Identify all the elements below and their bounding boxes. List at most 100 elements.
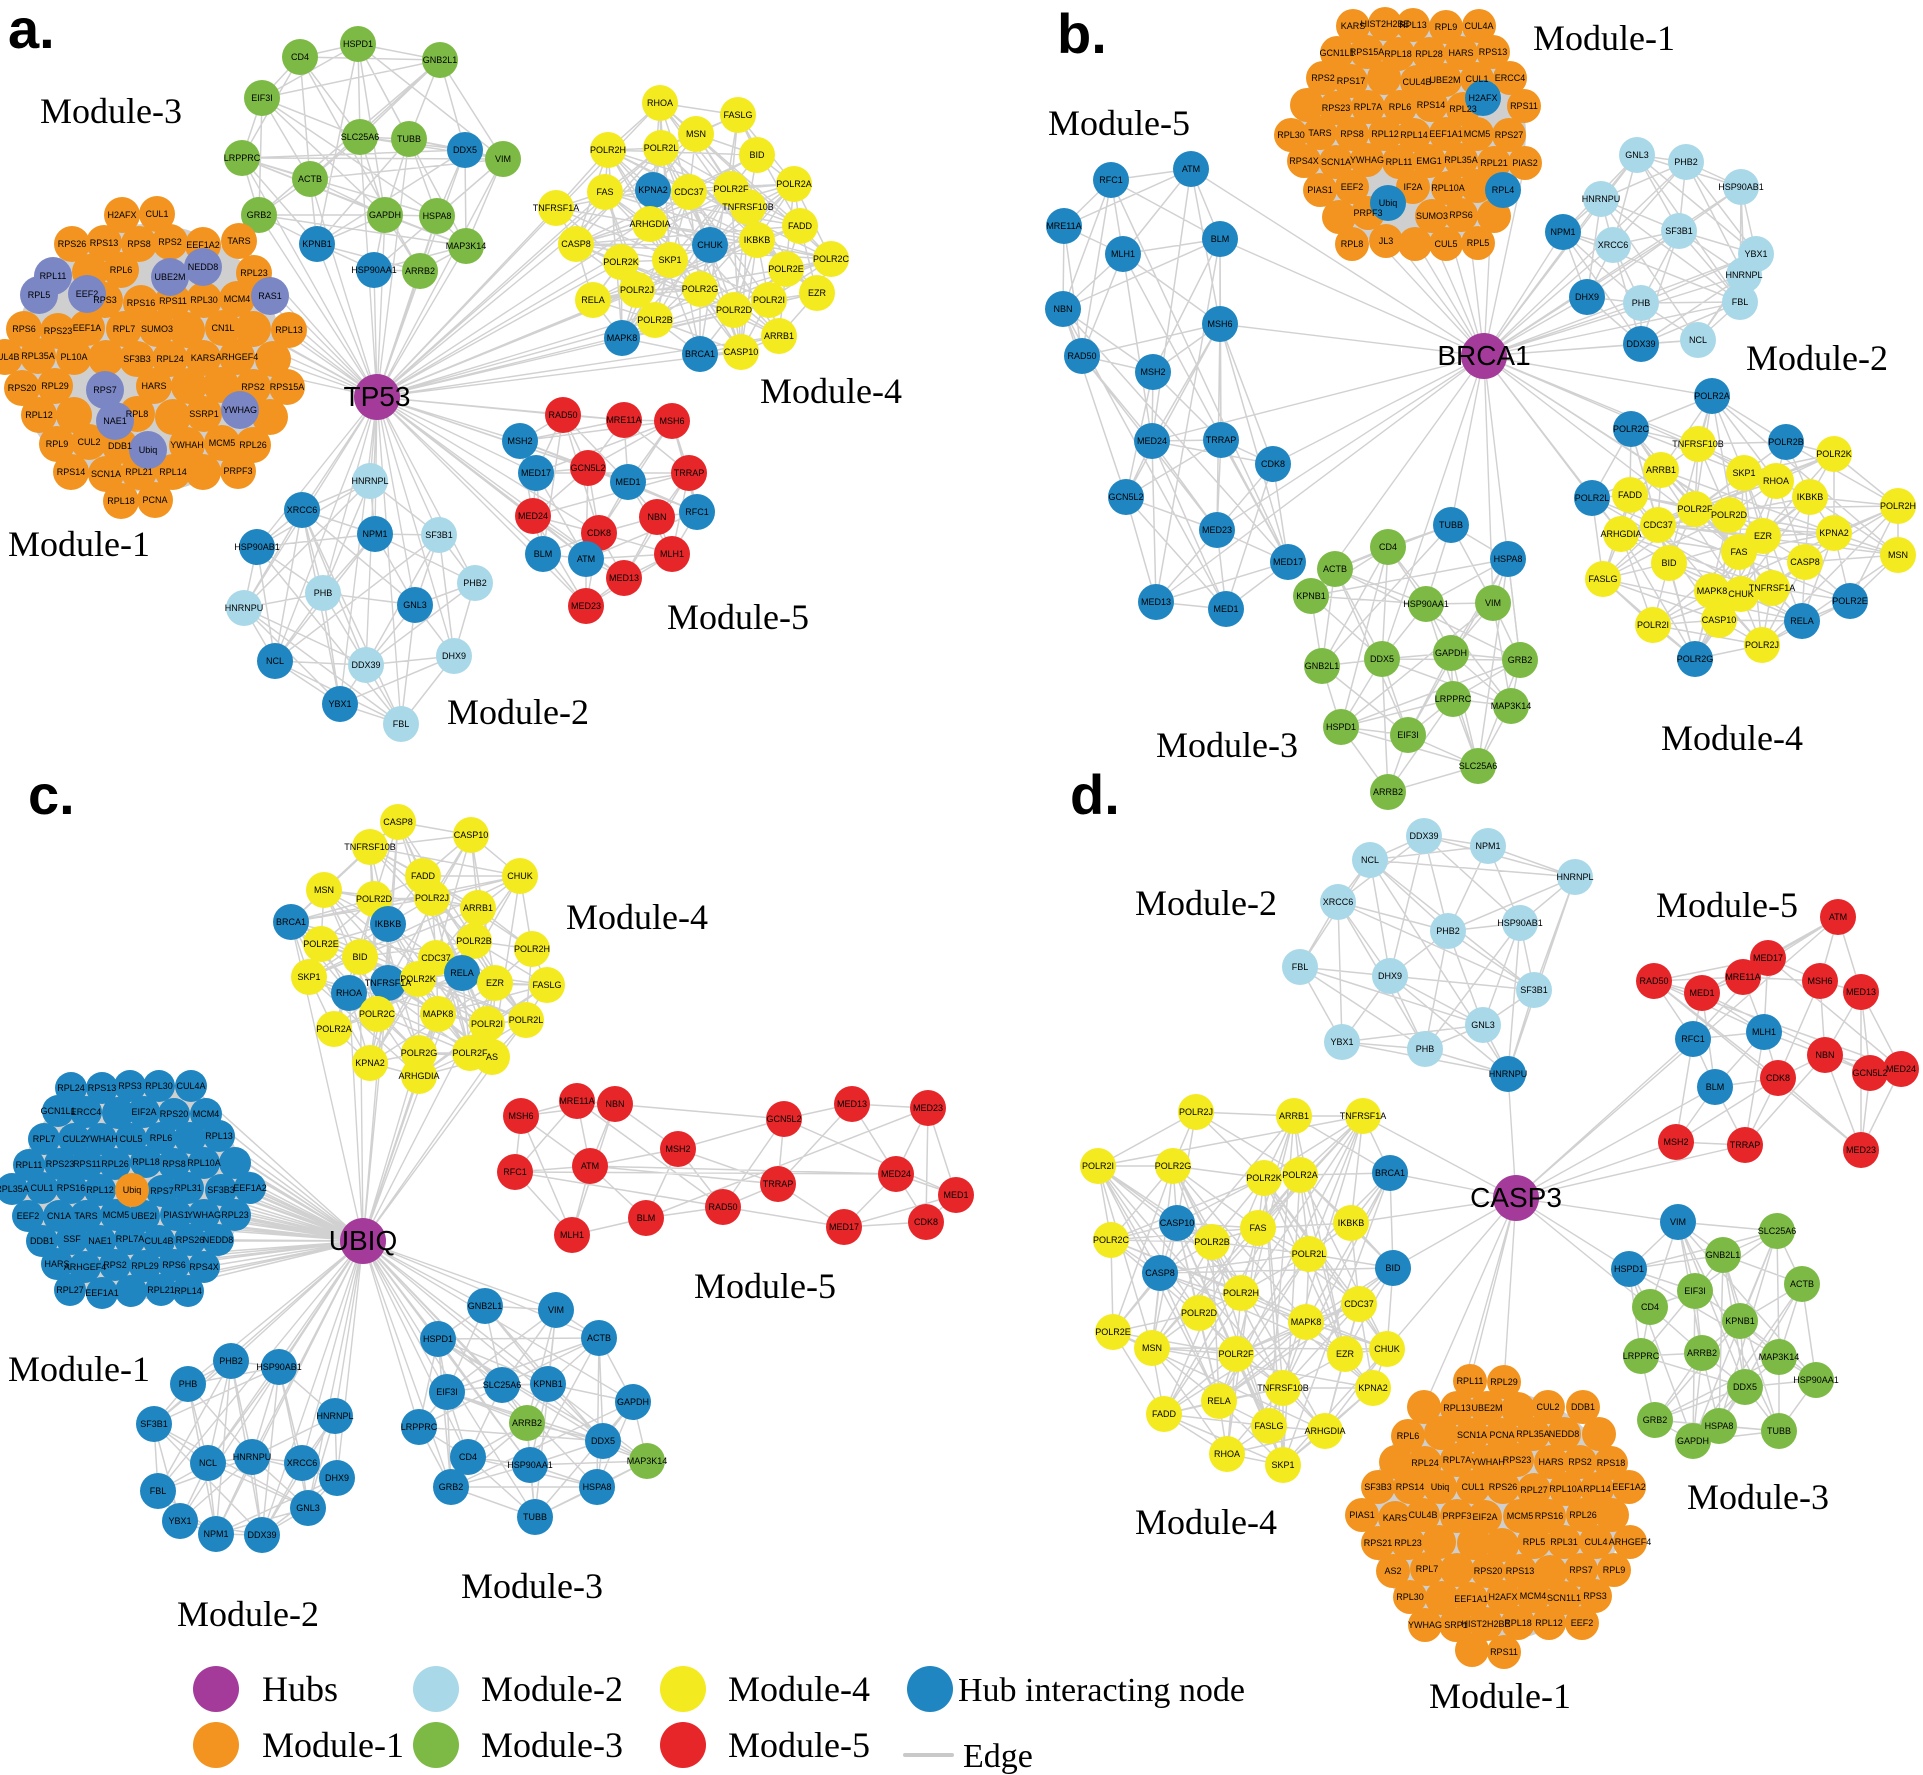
svg-text:RPL7A: RPL7A (1443, 1455, 1472, 1465)
svg-text:DDX39: DDX39 (247, 1530, 276, 1540)
svg-text:Module-3: Module-3 (1687, 1477, 1829, 1517)
svg-text:PCNA: PCNA (1489, 1430, 1514, 1440)
svg-text:RPL5: RPL5 (1523, 1537, 1546, 1547)
svg-text:RAD50: RAD50 (548, 410, 577, 420)
svg-text:GNL3: GNL3 (403, 600, 427, 610)
svg-text:Module-2: Module-2 (447, 692, 589, 732)
svg-text:CDC37: CDC37 (1643, 520, 1673, 530)
svg-text:RPL5: RPL5 (28, 290, 51, 300)
svg-text:RPS6: RPS6 (1449, 210, 1473, 220)
svg-text:RELA: RELA (1207, 1396, 1231, 1406)
svg-text:RPL9: RPL9 (1435, 22, 1458, 32)
svg-text:SCN1L1: SCN1L1 (1547, 1593, 1581, 1603)
svg-text:ATM: ATM (1829, 912, 1847, 922)
svg-text:POLR2A: POLR2A (1694, 391, 1730, 401)
svg-text:TNFRSF10B: TNFRSF10B (1257, 1383, 1309, 1393)
svg-text:CUL5: CUL5 (119, 1134, 142, 1144)
svg-text:KARS: KARS (191, 353, 216, 363)
svg-text:Module-1: Module-1 (262, 1725, 404, 1765)
svg-text:RPS20: RPS20 (1474, 1566, 1503, 1576)
svg-text:RAD50: RAD50 (1067, 351, 1096, 361)
svg-text:RPL8: RPL8 (126, 409, 149, 419)
svg-text:MRE11A: MRE11A (1046, 221, 1081, 231)
svg-text:POLR2I: POLR2I (471, 1019, 503, 1029)
svg-text:MCM5: MCM5 (1464, 129, 1491, 139)
svg-text:Edge: Edge (963, 1738, 1033, 1775)
svg-text:RHOA: RHOA (1214, 1449, 1240, 1459)
svg-text:HSP90AB1: HSP90AB1 (234, 542, 280, 552)
svg-text:RPS17: RPS17 (1337, 76, 1366, 86)
svg-text:MSH2: MSH2 (665, 1144, 690, 1154)
svg-text:GCN5L2: GCN5L2 (1108, 492, 1143, 502)
svg-text:KPNA2: KPNA2 (638, 185, 668, 195)
svg-text:H2AFX: H2AFX (1488, 1592, 1517, 1602)
svg-text:EEF2: EEF2 (1571, 1618, 1594, 1628)
svg-text:RPL23: RPL23 (1394, 1538, 1422, 1548)
svg-text:GNL3: GNL3 (1471, 1020, 1495, 1030)
svg-text:RPL30: RPL30 (1277, 130, 1305, 140)
svg-text:RPL13: RPL13 (1443, 1403, 1471, 1413)
svg-text:RPS23: RPS23 (1503, 1455, 1532, 1465)
svg-text:XRCC6: XRCC6 (1598, 240, 1629, 250)
svg-text:NBN: NBN (605, 1099, 624, 1109)
svg-text:NBN: NBN (1815, 1050, 1834, 1060)
svg-text:MED23: MED23 (913, 1103, 943, 1113)
svg-text:VIM: VIM (1670, 1217, 1686, 1227)
svg-text:EEF1A2: EEF1A2 (1612, 1482, 1646, 1492)
svg-text:ARHGDIA: ARHGDIA (398, 1071, 439, 1081)
svg-text:MCM4: MCM4 (193, 1109, 220, 1119)
svg-text:MED13: MED13 (609, 573, 639, 583)
svg-text:RPL9: RPL9 (46, 439, 69, 449)
svg-text:RPL31: RPL31 (1550, 1537, 1578, 1547)
svg-text:POLR2A: POLR2A (316, 1024, 352, 1034)
svg-text:CDK8: CDK8 (587, 528, 611, 538)
svg-text:NCL: NCL (1361, 855, 1379, 865)
svg-text:POLR2C: POLR2C (1093, 1235, 1130, 1245)
svg-text:YWHAG: YWHAG (187, 1210, 221, 1220)
svg-text:RPS3: RPS3 (1583, 1591, 1607, 1601)
svg-text:MAPK8: MAPK8 (423, 1009, 454, 1019)
svg-text:MED1: MED1 (1689, 988, 1714, 998)
svg-text:ARHGDIA: ARHGDIA (629, 219, 670, 229)
svg-text:HNRNPU: HNRNPU (233, 1452, 272, 1462)
svg-text:POLR2F: POLR2F (452, 1048, 488, 1058)
svg-text:Module-4: Module-4 (1661, 718, 1803, 758)
svg-text:MED1: MED1 (1213, 604, 1238, 614)
svg-text:FASLG: FASLG (1254, 1421, 1283, 1431)
svg-text:YWHAH: YWHAH (170, 440, 204, 450)
svg-text:CDC37: CDC37 (674, 187, 704, 197)
svg-text:DDX5: DDX5 (453, 145, 477, 155)
svg-text:CASP10: CASP10 (454, 830, 489, 840)
svg-text:RPL24: RPL24 (1411, 1458, 1439, 1468)
svg-text:ARHGDIA: ARHGDIA (1304, 1426, 1345, 1436)
svg-text:RPL11: RPL11 (40, 271, 67, 281)
svg-text:YBX1: YBX1 (168, 1516, 191, 1526)
svg-text:POLR2A: POLR2A (776, 179, 812, 189)
svg-text:RPS11: RPS11 (159, 296, 187, 306)
svg-text:KARS: KARS (1341, 21, 1366, 31)
svg-text:RELA: RELA (450, 968, 474, 978)
svg-text:FBL: FBL (393, 719, 410, 729)
svg-text:FADD: FADD (788, 221, 813, 231)
svg-text:GCN1L1: GCN1L1 (40, 1106, 75, 1116)
svg-text:RPL29: RPL29 (1490, 1377, 1518, 1387)
svg-text:MAPK8: MAPK8 (1291, 1317, 1322, 1327)
svg-text:SKP1: SKP1 (297, 972, 320, 982)
svg-text:POLR2D: POLR2D (716, 305, 753, 315)
svg-text:XRCC6: XRCC6 (287, 1458, 318, 1468)
svg-text:MSH6: MSH6 (659, 416, 684, 426)
svg-text:UBE2M: UBE2M (1471, 1403, 1502, 1413)
svg-text:ARRB2: ARRB2 (1687, 1348, 1717, 1358)
svg-text:Module-4: Module-4 (760, 371, 902, 411)
svg-text:d.: d. (1070, 763, 1120, 826)
svg-text:RPL7A: RPL7A (116, 1234, 145, 1244)
svg-text:MAPK8: MAPK8 (607, 333, 638, 343)
svg-text:EEF2: EEF2 (1341, 182, 1364, 192)
svg-text:POLR2H: POLR2H (1223, 1288, 1259, 1298)
svg-text:ARRB2: ARRB2 (1373, 787, 1403, 797)
svg-text:EIF3I: EIF3I (251, 93, 273, 103)
svg-text:KPNB1: KPNB1 (533, 1379, 563, 1389)
svg-text:CUL4A: CUL4A (1464, 21, 1493, 31)
svg-text:RPL4: RPL4 (1492, 185, 1515, 195)
svg-text:CASP10: CASP10 (1702, 615, 1737, 625)
